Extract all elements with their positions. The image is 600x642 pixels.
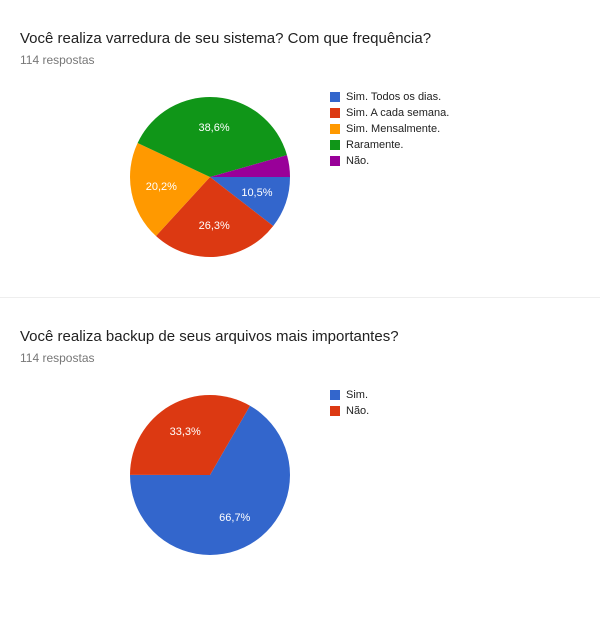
legend-item: Não. — [330, 405, 580, 417]
legend-item: Raramente. — [330, 139, 580, 151]
legend-label: Raramente. — [346, 139, 403, 151]
legend-swatch — [330, 124, 340, 134]
slice-percent-label: 33,3% — [170, 426, 201, 438]
slice-percent-label: 20,2% — [146, 181, 177, 193]
legend-label: Não. — [346, 155, 369, 167]
legend-label: Sim. Todos os dias. — [346, 91, 441, 103]
slice-percent-label: 38,6% — [198, 122, 229, 134]
legend-swatch — [330, 92, 340, 102]
slice-percent-label: 66,7% — [219, 512, 250, 524]
question-title: Você realiza backup de seus arquivos mai… — [20, 328, 580, 345]
legend: Sim. Não. — [330, 385, 580, 421]
response-count: 114 respostas — [20, 53, 580, 67]
question-title: Você realiza varredura de seu sistema? C… — [20, 30, 580, 47]
pie-svg — [120, 385, 300, 565]
legend-swatch — [330, 406, 340, 416]
legend-item: Não. — [330, 155, 580, 167]
chart-area: 10,5%26,3%20,2%38,6%Sim. Todos os dias.S… — [20, 87, 580, 267]
legend-item: Sim. A cada semana. — [330, 107, 580, 119]
response-count: 114 respostas — [20, 351, 580, 365]
legend-swatch — [330, 140, 340, 150]
legend-item: Sim. Todos os dias. — [330, 91, 580, 103]
chart-area: 66,7% 33,3% Sim. Não. — [20, 385, 580, 565]
slice-percent-label: 26,3% — [199, 220, 230, 232]
slice-percent-label: 10,5% — [241, 187, 272, 199]
pie-svg — [120, 87, 300, 267]
legend-swatch — [330, 156, 340, 166]
legend-swatch — [330, 108, 340, 118]
legend: Sim. Todos os dias. Sim. A cada semana. Si… — [330, 87, 580, 171]
pie-chart: 10,5% 26,3% 20,2% 38,6% — [120, 87, 300, 267]
legend-label: Sim. — [346, 389, 368, 401]
legend-label: Não. — [346, 405, 369, 417]
legend-label: Sim. Mensalmente. — [346, 123, 440, 135]
chart-section: Você realiza varredura de seu sistema? C… — [0, 0, 600, 297]
legend-item: Sim. — [330, 389, 580, 401]
legend-swatch — [330, 390, 340, 400]
chart-section: Você realiza backup de seus arquivos mai… — [0, 297, 600, 595]
pie-chart: 66,7% 33,3% — [120, 385, 300, 565]
legend-label: Sim. A cada semana. — [346, 107, 449, 119]
legend-item: Sim. Mensalmente. — [330, 123, 580, 135]
